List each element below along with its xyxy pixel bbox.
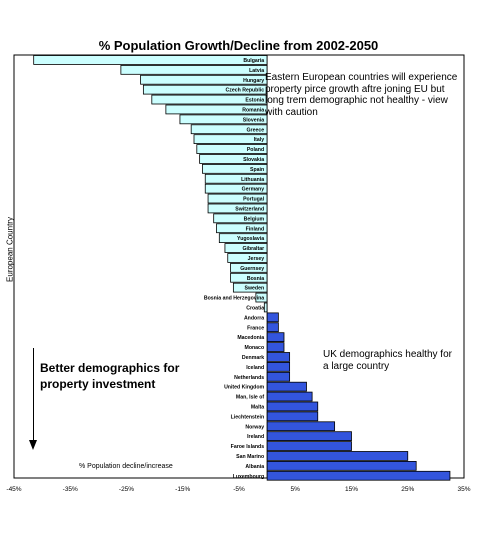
bar-netherlands xyxy=(266,371,291,382)
category-label: Lithuania xyxy=(241,177,264,183)
category-label: Germany xyxy=(242,187,265,193)
category-label: Spain xyxy=(250,167,264,173)
chart-title: % Population Growth/Decline from 2002-20… xyxy=(98,38,379,53)
category-label: Yugoslavia xyxy=(237,236,264,242)
category-label: Bulgaria xyxy=(243,58,264,64)
plot-area-frame xyxy=(13,54,465,479)
bar-macedonia xyxy=(266,332,285,343)
x-axis-inner-label: % Population decline/increase xyxy=(79,463,173,470)
x-tick-label: 25% xyxy=(401,486,414,493)
category-label: Croatia xyxy=(246,305,264,311)
annotation-eastern-europe: Eastern European countries will experien… xyxy=(265,72,458,118)
category-label: Greece xyxy=(247,127,265,133)
category-label: Macedonia xyxy=(237,335,264,341)
category-label: Latvia xyxy=(249,68,264,74)
annotation-uk: UK demographics healthy for a large coun… xyxy=(323,349,452,372)
bar-iceland xyxy=(266,361,291,372)
category-label: Slovenia xyxy=(243,117,264,123)
category-label: United Kingdom xyxy=(224,385,264,391)
category-label: Denmark xyxy=(242,355,264,361)
bar-denmark xyxy=(266,352,291,362)
x-tick-label: -25% xyxy=(119,486,134,493)
category-label: Italy xyxy=(254,137,264,143)
category-label: Malta xyxy=(251,404,264,410)
category-label: Gibraltar xyxy=(243,246,265,252)
category-label: Faroe Islands xyxy=(231,444,265,450)
category-label: Netherlands xyxy=(234,375,264,381)
category-label: Iceland xyxy=(246,365,264,371)
category-label: Andorra xyxy=(244,315,264,321)
category-label: Portugal xyxy=(243,197,265,203)
category-label: Bosnia and Herzegovina xyxy=(204,296,264,302)
category-label: Romania xyxy=(242,107,264,113)
category-label: Ireland xyxy=(247,434,264,440)
category-label: Belgium xyxy=(244,216,265,222)
down-arrow-icon xyxy=(29,440,37,450)
x-tick-label: 15% xyxy=(345,486,358,493)
category-label: Hungary xyxy=(243,78,264,84)
x-tick-label: 35% xyxy=(457,486,470,493)
bar-united-kingdom xyxy=(266,381,307,392)
bar-albania xyxy=(266,460,417,471)
category-label: Sweden xyxy=(245,286,265,292)
category-label: Monaco xyxy=(245,345,265,351)
bar-latvia xyxy=(120,65,268,75)
category-label: San Marino xyxy=(236,454,264,460)
bar-monaco xyxy=(266,342,285,352)
category-label: Guernsey xyxy=(240,266,264,272)
category-label: Jersey xyxy=(248,256,265,262)
category-label: Poland xyxy=(247,147,264,153)
x-tick-label: -15% xyxy=(175,486,190,493)
bar-norway xyxy=(266,421,336,432)
category-label: Man, Isle of xyxy=(236,395,265,401)
category-label: Albania xyxy=(245,464,264,470)
category-label: Czech Republic xyxy=(225,88,264,94)
category-label: Liechtenstein xyxy=(231,414,264,420)
bar-andorra xyxy=(266,312,279,323)
x-tick-label: -45% xyxy=(6,486,21,493)
category-label: Luxembourg xyxy=(233,474,264,480)
x-tick-label: -5% xyxy=(233,486,245,493)
down-arrow-shaft xyxy=(33,348,34,440)
category-label: Estonia xyxy=(245,98,264,104)
category-label: Bosnia xyxy=(247,276,264,282)
category-label: Switzerland xyxy=(235,206,264,212)
bar-liechtenstein xyxy=(266,411,319,422)
bar-san-marino xyxy=(266,451,409,461)
category-label: Slovakia xyxy=(243,157,264,163)
bar-france xyxy=(266,322,279,333)
annotation-better-demographics: Better demographics for property investm… xyxy=(40,361,180,391)
bar-ireland xyxy=(266,431,352,442)
bar-croatia xyxy=(263,302,268,313)
x-tick-label: 5% xyxy=(291,486,301,493)
bar-bulgaria xyxy=(33,55,268,65)
category-label: Finland xyxy=(246,226,264,232)
x-tick-label: -35% xyxy=(63,486,78,493)
category-label: Norway xyxy=(245,424,264,430)
bar-man-isle-of xyxy=(266,391,313,402)
bar-luxembourg xyxy=(266,470,451,481)
category-label: France xyxy=(247,325,264,331)
bar-faroe-islands xyxy=(266,441,352,451)
bar-malta xyxy=(266,401,319,412)
